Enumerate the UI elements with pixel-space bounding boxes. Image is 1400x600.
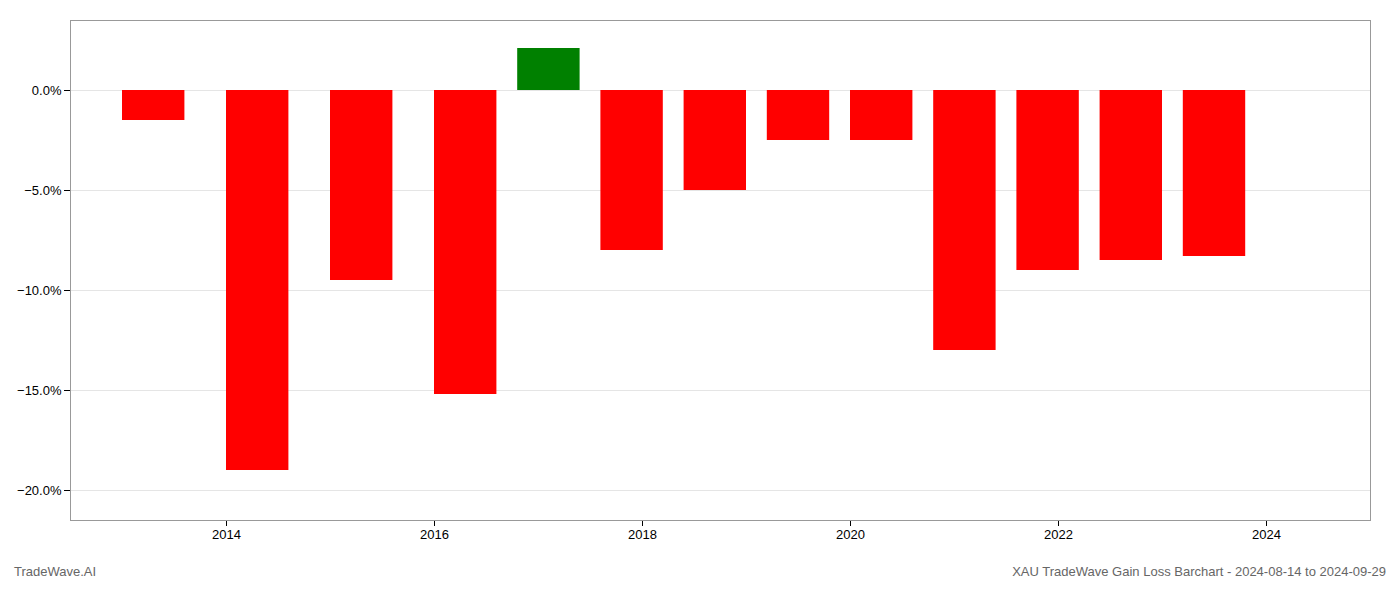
svg-text:2018: 2018 [628, 527, 657, 542]
svg-text:−20.0%: −20.0% [17, 483, 62, 498]
svg-text:−5.0%: −5.0% [24, 183, 62, 198]
svg-text:0.0%: 0.0% [32, 83, 62, 98]
svg-text:2024: 2024 [1252, 527, 1281, 542]
svg-text:2014: 2014 [212, 527, 241, 542]
svg-text:2016: 2016 [420, 527, 449, 542]
svg-text:−15.0%: −15.0% [17, 383, 62, 398]
html-text:TradeWave.AI: TradeWave.AI [14, 564, 97, 579]
svg-text:2022: 2022 [1044, 527, 1073, 542]
html-text:XAU TradeWave Gain Loss Barcha: XAU TradeWave Gain Loss Barchart - 2024-… [1012, 564, 1386, 579]
svg-text:−10.0%: −10.0% [17, 283, 62, 298]
svg-text:2020: 2020 [836, 527, 865, 542]
